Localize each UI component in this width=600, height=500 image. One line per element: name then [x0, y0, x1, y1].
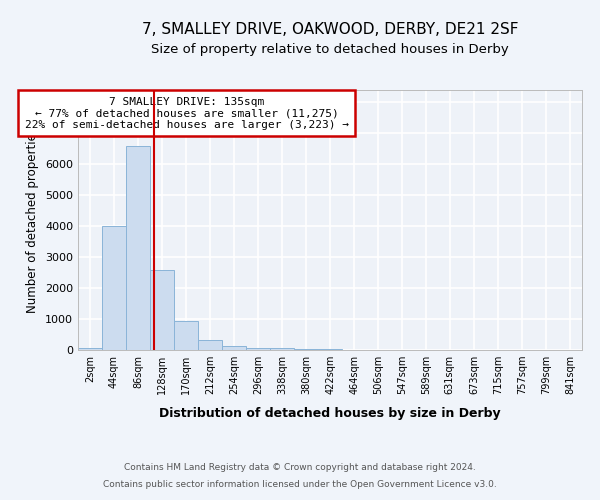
Text: 7, SMALLEY DRIVE, OAKWOOD, DERBY, DE21 2SF: 7, SMALLEY DRIVE, OAKWOOD, DERBY, DE21 2… [142, 22, 518, 38]
Bar [126, 146, 150, 350]
Bar [102, 226, 126, 350]
Bar [198, 340, 222, 350]
Y-axis label: Number of detached properties: Number of detached properties [26, 127, 40, 313]
Bar [78, 348, 102, 350]
Text: Size of property relative to detached houses in Derby: Size of property relative to detached ho… [151, 42, 509, 56]
Text: Distribution of detached houses by size in Derby: Distribution of detached houses by size … [159, 408, 501, 420]
Text: Contains HM Land Registry data © Crown copyright and database right 2024.: Contains HM Land Registry data © Crown c… [124, 462, 476, 471]
Text: 7 SMALLEY DRIVE: 135sqm
← 77% of detached houses are smaller (11,275)
22% of sem: 7 SMALLEY DRIVE: 135sqm ← 77% of detache… [25, 96, 349, 130]
Bar [246, 348, 270, 350]
Bar [222, 346, 246, 350]
Bar [174, 320, 198, 350]
Bar [270, 348, 294, 350]
Text: Contains public sector information licensed under the Open Government Licence v3: Contains public sector information licen… [103, 480, 497, 489]
Bar [150, 270, 174, 350]
